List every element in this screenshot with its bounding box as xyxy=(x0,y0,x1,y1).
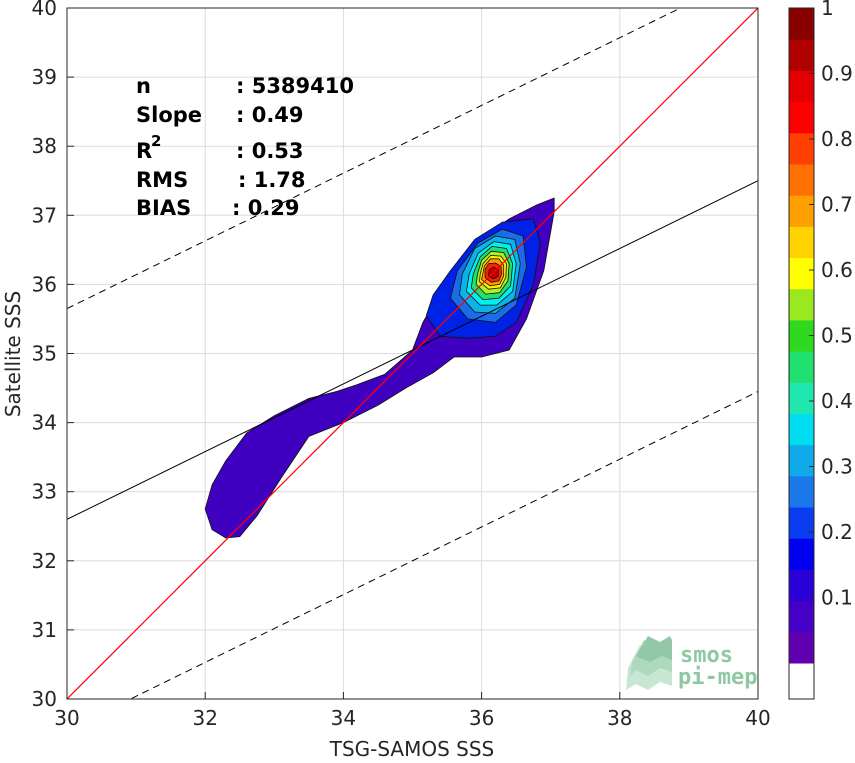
colorbar-tick-label: 0.4 xyxy=(821,389,853,413)
colorbar-ticks: 0.1 0.2 0.3 0.4 0.5 0.6 0.7 0.8 0.9 1 xyxy=(809,0,853,610)
logo-text-line1: smos xyxy=(680,643,733,668)
colorbar-tick-label: 0.8 xyxy=(821,127,853,151)
stats-box: n : 5389410 Slope : 0.49 R 2 : 0.53 RMS … xyxy=(136,74,354,220)
logo-text-line2: pi-mep xyxy=(678,665,757,690)
density-contours xyxy=(204,197,555,539)
colorbar-segment xyxy=(789,351,814,383)
colorbar-segment xyxy=(789,195,814,227)
x-tick-label: 34 xyxy=(331,706,356,730)
colorbar-tick-label: 0.1 xyxy=(821,586,853,610)
colorbar-tick-label: 0.5 xyxy=(821,324,853,348)
stat-rms-value: : 1.78 xyxy=(238,168,306,192)
y-tick-label: 30 xyxy=(32,687,57,711)
y-axis-label: Satellite SSS xyxy=(1,291,25,417)
y-tick-label: 32 xyxy=(32,549,57,573)
x-tick-label: 32 xyxy=(192,706,217,730)
colorbar xyxy=(789,8,814,699)
colorbar-segment xyxy=(789,600,814,633)
y-tick-label: 40 xyxy=(32,0,57,20)
colorbar-tick-label: 0.6 xyxy=(821,258,853,282)
y-tick-label: 33 xyxy=(32,480,57,504)
x-tick-label: 38 xyxy=(607,706,632,730)
regression-line xyxy=(67,180,758,520)
colorbar-segment xyxy=(789,163,814,196)
y-tick-label: 39 xyxy=(32,65,57,89)
upper-bound-line xyxy=(67,8,682,310)
identity-line xyxy=(67,8,758,699)
x-tick-label: 36 xyxy=(469,706,494,730)
colorbar-segment xyxy=(789,475,814,508)
x-tick-label: 30 xyxy=(54,706,79,730)
stat-bias-value: : 0.29 xyxy=(232,196,300,220)
stat-n-value: : 5389410 xyxy=(236,74,354,98)
colorbar-tick-label: 0.9 xyxy=(821,62,853,86)
colorbar-segment xyxy=(789,132,814,165)
colorbar-frame xyxy=(788,7,815,700)
y-tick-label: 31 xyxy=(32,618,57,642)
y-tick-label: 35 xyxy=(32,342,57,366)
stat-r2-value: : 0.53 xyxy=(236,139,304,163)
colorbar-segment xyxy=(789,8,814,40)
stat-n-label: n xyxy=(136,74,151,98)
colorbar-segment xyxy=(789,288,814,321)
colorbar-segment xyxy=(789,569,814,602)
lower-bound-line xyxy=(129,391,758,699)
stat-slope-label: Slope xyxy=(136,103,202,127)
colorbar-segment xyxy=(789,101,814,134)
stat-r2-superscript: 2 xyxy=(151,132,161,150)
grid-lines xyxy=(66,7,759,700)
stat-slope-value: : 0.49 xyxy=(236,103,304,127)
colorbar-segment xyxy=(789,507,814,539)
y-axis-ticks: 30 31 32 33 34 35 36 37 38 39 40 xyxy=(32,0,74,711)
colorbar-segment xyxy=(789,663,814,699)
stat-r2-label: R xyxy=(136,139,152,163)
logo-waves-icon xyxy=(626,636,672,690)
colorbar-segment xyxy=(789,226,814,259)
stat-rms-label: RMS xyxy=(136,168,188,192)
colorbar-segment xyxy=(789,444,814,477)
x-tick-label: 40 xyxy=(745,706,770,730)
colorbar-segment xyxy=(789,631,814,664)
colorbar-segment xyxy=(789,39,814,71)
y-tick-label: 34 xyxy=(32,411,57,435)
colorbar-tick-label: 0.3 xyxy=(821,455,853,479)
y-tick-label: 36 xyxy=(32,272,57,296)
y-tick-label: 38 xyxy=(32,134,57,158)
fit-lines xyxy=(67,8,758,699)
smos-pi-mep-logo: smos pi-mep xyxy=(626,636,757,690)
colorbar-tick-label: 0.2 xyxy=(821,520,853,544)
colorbar-segment xyxy=(789,70,814,103)
x-axis-ticks: 30 32 34 36 38 40 xyxy=(54,692,771,730)
colorbar-tick-label: 0.7 xyxy=(821,193,853,217)
colorbar-segment xyxy=(789,538,814,570)
x-axis-label: TSG-SAMOS SSS xyxy=(329,737,495,761)
y-tick-label: 37 xyxy=(32,203,57,227)
colorbar-tick-label: 1 xyxy=(821,0,834,20)
colorbar-segment xyxy=(789,257,814,290)
stat-bias-label: BIAS xyxy=(136,196,191,220)
colorbar-segment xyxy=(789,413,814,446)
colorbar-segment xyxy=(789,382,814,414)
